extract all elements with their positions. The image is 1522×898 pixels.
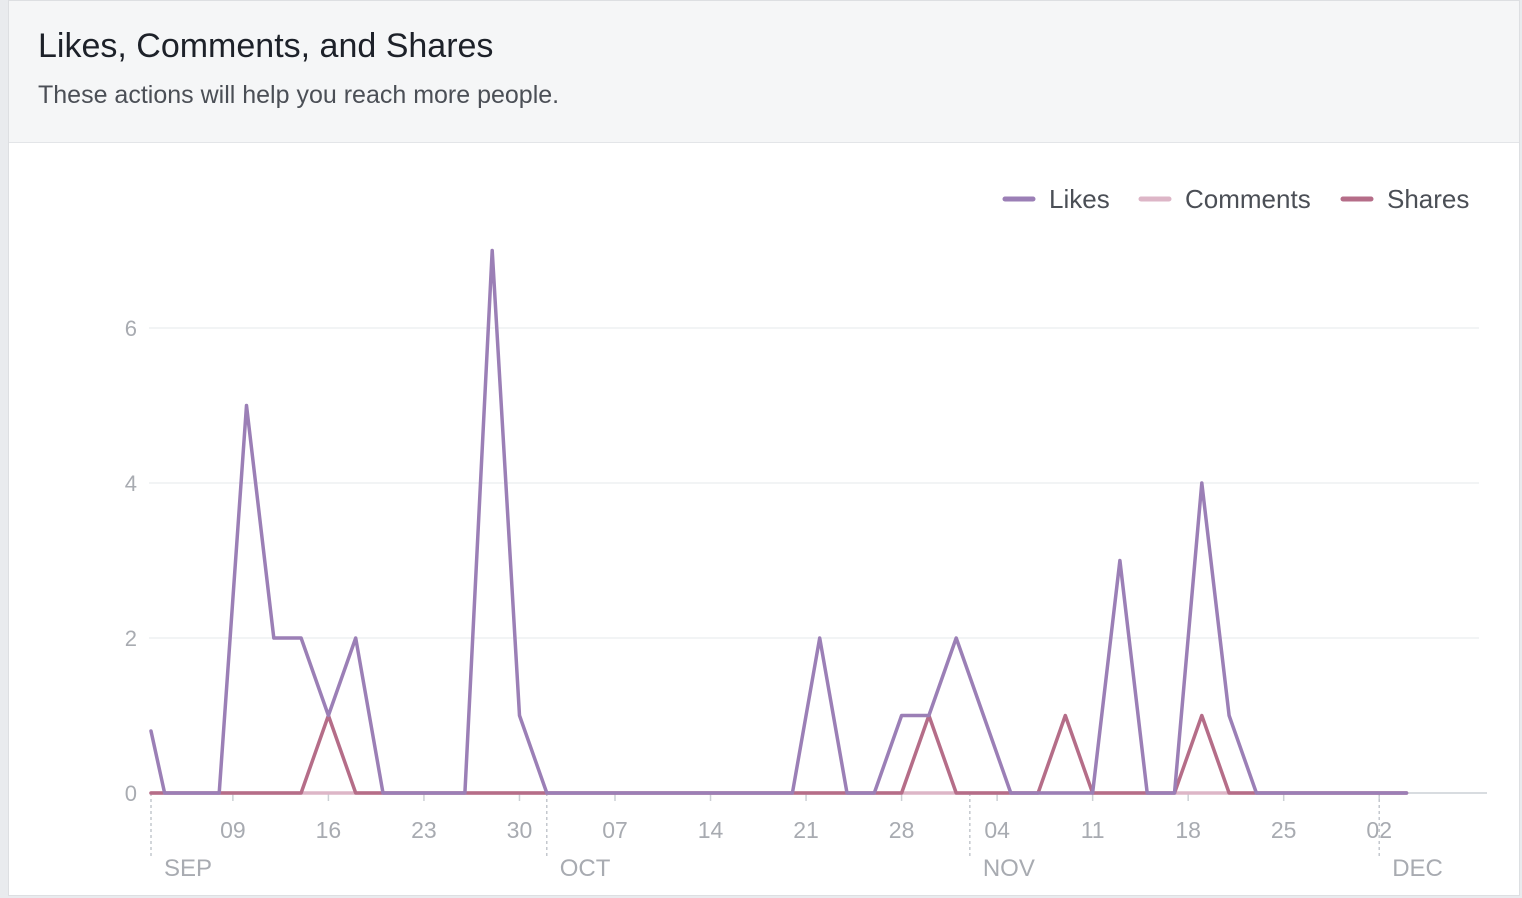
month-label-dec: DEC: [1392, 855, 1443, 882]
x-tick-label-21: 21: [793, 817, 819, 843]
card-header: Likes, Comments, and Shares These action…: [9, 1, 1519, 143]
month-label-sep: SEP: [164, 855, 212, 882]
legend-label-likes: Likes: [1049, 184, 1110, 214]
x-tick-label-07: 07: [602, 817, 628, 843]
x-tick-label-25: 25: [1271, 817, 1297, 843]
x-tick-label-28: 28: [889, 817, 915, 843]
month-label-nov: NOV: [983, 855, 1035, 882]
y-tick-label-6: 6: [125, 316, 137, 341]
card-title: Likes, Comments, and Shares: [38, 27, 494, 65]
x-tick-label-04: 04: [984, 817, 1010, 843]
y-tick-label-0: 0: [125, 781, 137, 806]
y-tick-label-2: 2: [125, 626, 137, 651]
series-line-shares: [149, 713, 1409, 795]
x-tick-label-16: 16: [316, 817, 342, 843]
card-subtitle: These actions will help you reach more p…: [38, 81, 560, 109]
chart-card: Likes, Comments, and Shares These action…: [8, 0, 1520, 896]
x-tick-label-11: 11: [1081, 817, 1105, 843]
x-tick-label-09: 09: [220, 817, 246, 843]
x-tick-label-14: 14: [698, 817, 724, 843]
x-tick-label-30: 30: [507, 817, 533, 843]
series-line-likes: [149, 248, 1409, 795]
x-tick-label-18: 18: [1175, 817, 1201, 843]
month-label-oct: OCT: [560, 855, 611, 882]
legend-label-comments: Comments: [1185, 184, 1311, 214]
legend-label-shares: Shares: [1387, 184, 1469, 214]
y-tick-label-4: 4: [125, 471, 137, 496]
x-tick-label-23: 23: [411, 817, 437, 843]
